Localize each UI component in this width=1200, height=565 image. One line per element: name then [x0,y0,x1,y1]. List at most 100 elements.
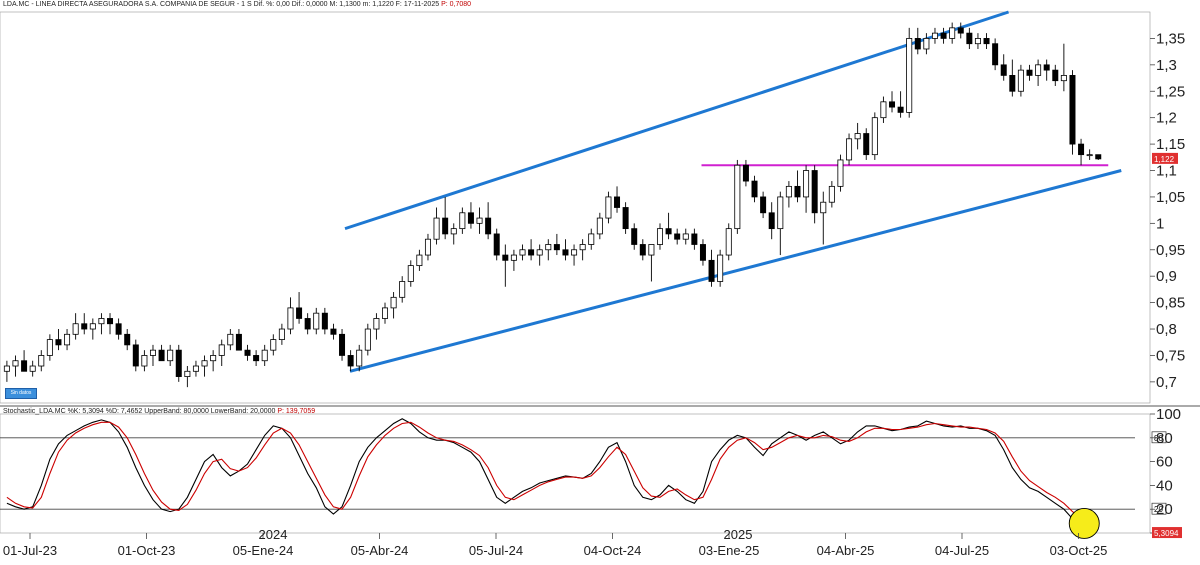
candle-body [691,233,698,245]
candle-body [296,307,303,319]
candle-body [192,365,199,372]
candle-body [742,164,749,182]
candle-body [854,133,861,140]
time-tick-label: 04-Oct-24 [584,543,642,558]
candle-body [107,318,114,325]
candle-body [777,196,784,230]
candle-body [373,318,380,330]
candle-body [81,323,88,330]
stoch-d-line [6,421,1099,526]
candle-body [992,43,999,66]
candle-body [820,201,827,214]
candle-body [949,27,956,39]
time-tick-label: 01-Jul-23 [3,543,57,558]
price-tick-label: 0,75 [1156,347,1185,364]
candle-body [717,254,724,282]
price-tick-label: 0,8 [1156,321,1177,338]
main-plot-area [0,11,1151,404]
candle-body [751,180,758,198]
candle-body [596,217,603,235]
current-price-tag [1152,152,1178,164]
candle-body [158,349,165,362]
candle-body [227,333,234,346]
candle-body [304,318,311,330]
candle-body [1078,143,1085,156]
candle-body [983,38,990,45]
stoch-tick-label: 60 [1156,454,1173,471]
candle-body [450,228,457,235]
time-tick-label: 05-Abr-24 [351,543,409,558]
candle-body [141,355,148,367]
candle-body [321,312,328,330]
candles [3,22,1102,388]
candle-body [467,212,474,224]
stochastic-panel: 80201008060402005,3094 [0,406,1182,542]
candle-body [510,254,517,261]
stoch-k-line [6,418,1099,528]
candle-body [803,170,810,198]
candle-body [931,32,938,39]
highlight-circle [1068,508,1100,539]
candle-body [1095,154,1102,160]
candle-body [1017,69,1024,92]
candle-body [579,244,586,251]
candle-body [639,244,646,256]
price-tick-label: 0,95 [1156,242,1185,259]
band-label: 20 [1154,505,1163,514]
candle-body [880,101,887,119]
candle-body [528,249,535,256]
current-stoch-tag [1152,527,1182,539]
candle-body [889,101,896,108]
candle-body [89,323,96,330]
candle-body [828,185,835,203]
candle-body [665,228,672,235]
candle-body [966,32,973,45]
candle-body [1009,75,1016,92]
channel-lines [344,10,1122,373]
candle-body [253,355,260,362]
price-tick-label: 0,9 [1156,268,1177,285]
candle-body [201,360,208,367]
candle-body [708,259,715,282]
candle-body [1060,75,1067,82]
candle-body [330,328,337,335]
candle-body [12,360,19,367]
candle-body [614,196,621,208]
candle-body [906,38,913,113]
candle-body [210,355,217,362]
main-chart-title: LDA.MC - LINEA DIRECTA ASEGURADORA S.A. … [3,1,440,8]
candle-body [442,217,449,235]
candle-body [794,185,801,198]
candle-body [175,349,182,377]
band-tag [1151,502,1167,515]
candle-body [21,360,28,372]
candle-body [416,254,423,267]
candle-body [656,228,663,245]
candle-body [571,249,578,256]
candle-body [55,339,62,346]
candle-body [149,349,156,356]
time-tick-label: 03-Ene-25 [699,543,760,558]
candle-body [132,344,139,367]
candle-body [1069,75,1076,145]
band-tag [1151,431,1167,444]
stoch-tick-label: 20 [1156,501,1173,518]
upper-channel-line [344,10,1010,231]
candle-body [278,328,285,340]
candle-body [433,217,440,240]
candle-body [622,207,629,230]
candle-body [871,117,878,156]
candle-body [493,233,500,256]
candle-body [382,307,389,319]
candle-body [38,355,45,367]
candle-body [699,244,706,261]
stoch-tick-label: 40 [1156,477,1173,494]
candle-body [674,233,681,240]
candle-body [356,349,363,367]
candle-body [536,249,543,256]
candle-body [485,217,492,235]
candle-body [339,333,346,356]
candle-body [682,233,689,240]
no-data-button[interactable]: Sin datos [5,388,37,399]
